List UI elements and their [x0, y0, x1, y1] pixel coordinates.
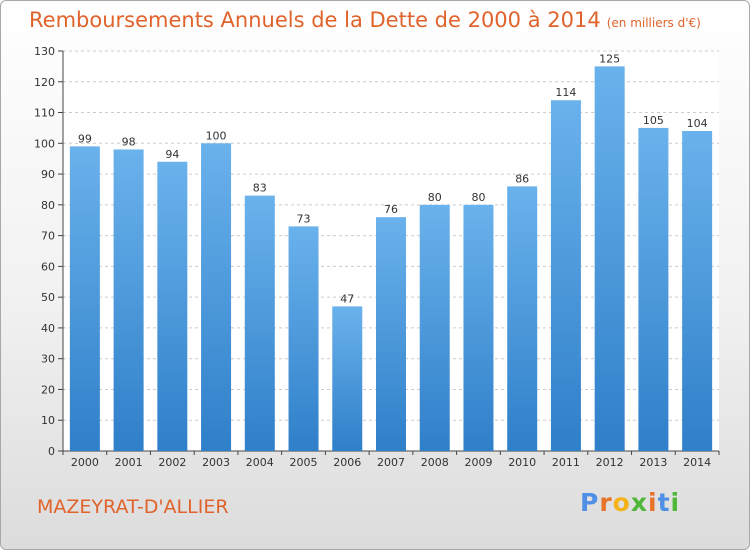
data-label: 83: [253, 182, 267, 195]
data-label: 125: [599, 52, 620, 65]
y-tick-label: 80: [41, 199, 55, 212]
x-tick-label: 2002: [158, 456, 186, 469]
data-label: 99: [78, 132, 92, 145]
chart-title: Remboursements Annuels de la Dette de 20…: [29, 8, 701, 32]
x-tick-label: 2008: [421, 456, 449, 469]
x-tick-label: 2012: [596, 456, 624, 469]
bar: [507, 186, 538, 451]
proxiti-logo: Proxiti: [580, 488, 680, 517]
logo-letter: r: [599, 488, 613, 517]
data-label: 98: [122, 135, 136, 148]
bar: [157, 161, 188, 451]
data-label: 105: [643, 114, 664, 127]
logo-letter: x: [630, 488, 648, 517]
y-tick-label: 10: [41, 414, 55, 427]
data-label: 104: [687, 117, 708, 130]
logo-letter: i: [648, 488, 658, 517]
bar: [201, 143, 232, 452]
y-tick-label: 100: [34, 137, 55, 150]
bar: [594, 66, 625, 451]
x-tick-label: 2003: [202, 456, 230, 469]
bar: [113, 149, 144, 451]
bar: [682, 131, 713, 451]
bar: [463, 204, 494, 451]
data-label: 94: [165, 148, 179, 161]
bar: [419, 204, 450, 451]
x-tick-label: 2010: [508, 456, 536, 469]
y-tick-label: 30: [41, 353, 55, 366]
y-tick-label: 60: [41, 260, 55, 273]
y-tick-label: 70: [41, 230, 55, 243]
y-tick-label: 120: [34, 76, 55, 89]
data-label: 76: [384, 203, 398, 216]
bar: [288, 226, 319, 451]
x-tick-label: 2005: [290, 456, 318, 469]
logo-letter: P: [580, 488, 600, 517]
bar: [376, 217, 406, 451]
data-label: 114: [555, 86, 576, 99]
y-tick-label: 130: [34, 45, 55, 58]
bar: [332, 306, 363, 451]
bar: [69, 146, 100, 451]
x-tick-label: 2000: [71, 456, 99, 469]
y-tick-label: 40: [41, 322, 55, 335]
x-tick-label: 2001: [115, 456, 143, 469]
y-tick-label: 20: [41, 383, 55, 396]
data-label: 80: [428, 191, 442, 204]
logo-letter: i: [670, 488, 681, 517]
data-label: 73: [297, 212, 311, 225]
x-tick-label: 2011: [552, 456, 580, 469]
commune-name: MAZEYRAT-D'ALLIER: [37, 496, 229, 518]
x-tick-label: 2006: [333, 456, 361, 469]
data-label: 86: [515, 172, 529, 185]
y-tick-label: 50: [41, 291, 55, 304]
x-tick-label: 2013: [639, 456, 667, 469]
logo-letter: o: [612, 488, 631, 517]
bar: [550, 100, 581, 451]
bar: [638, 127, 669, 451]
data-label: 47: [340, 292, 354, 305]
x-tick-label: 2004: [246, 456, 274, 469]
chart-subtitle: (en milliers d'€): [606, 16, 701, 30]
bar: [244, 195, 275, 451]
data-label: 80: [471, 191, 485, 204]
y-tick-label: 90: [41, 168, 55, 181]
y-tick-label: 0: [48, 445, 55, 458]
x-tick-label: 2014: [683, 456, 711, 469]
y-tick-label: 110: [34, 107, 55, 120]
data-label: 100: [206, 129, 227, 142]
x-tick-label: 2007: [377, 456, 405, 469]
logo-letter: t: [657, 488, 671, 517]
x-tick-label: 2009: [464, 456, 492, 469]
